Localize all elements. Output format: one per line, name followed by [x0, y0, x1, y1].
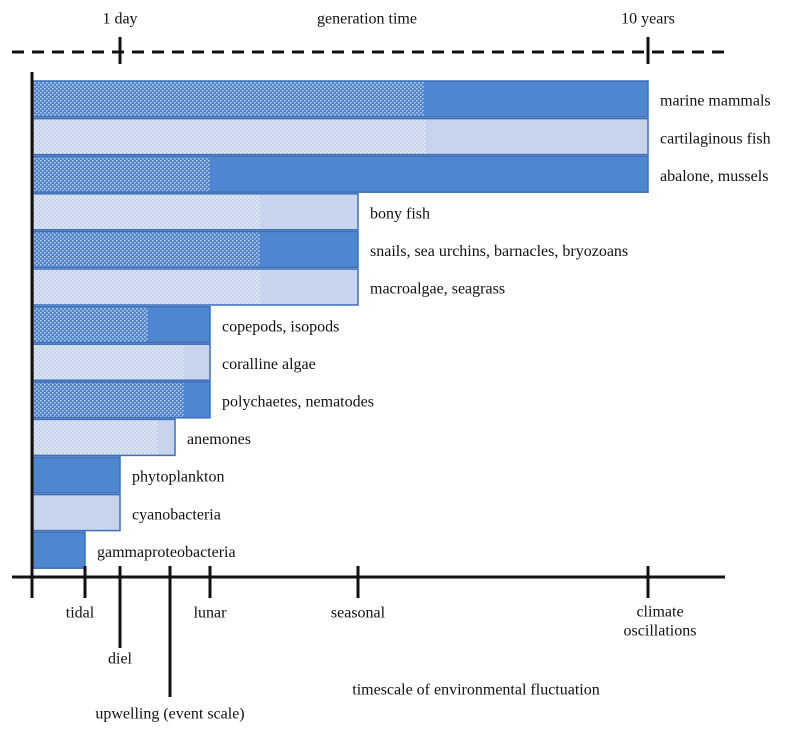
top-axis-title: generation time [317, 11, 417, 28]
bar-dotted-part [34, 345, 184, 380]
group-label: marine mammals [660, 93, 771, 110]
bottom-tick-label: seasonal [331, 605, 386, 622]
bar-dotted-part [34, 270, 260, 304]
bar-dotted-part [34, 307, 148, 342]
bar-dotted-part [34, 157, 210, 192]
bottom-tick-label: climate [636, 604, 683, 621]
group-label: phytoplankton [132, 469, 224, 486]
group-label: macroalgae, seagrass [370, 281, 505, 298]
group-label: snails, sea urchins, barnacles, bryozoan… [370, 243, 628, 260]
bar-dotted-part [34, 119, 426, 154]
bar-dotted-part [34, 232, 260, 267]
bar-dotted-part [34, 382, 184, 417]
bar [32, 493, 121, 532]
top-tick-label: 10 years [621, 11, 675, 28]
group-label: cartilaginous fish [660, 130, 771, 147]
bottom-axis-title: timescale of environmental fluctuation [352, 682, 599, 699]
bottom-tick-label: lunar [194, 605, 228, 622]
bottom-tick-label: diel [108, 651, 133, 668]
bottom-tick-label: oscillations [624, 623, 697, 640]
bar [32, 531, 86, 569]
group-label: gammaproteobacteria [97, 544, 236, 561]
bar [32, 456, 121, 494]
group-label: bony fish [370, 205, 430, 222]
bar-dotted-part [34, 420, 158, 455]
group-label: abalone, mussels [660, 168, 768, 185]
bottom-tick-label: upwelling (event scale) [95, 706, 244, 723]
bars [32, 80, 649, 569]
top-tick-label: 1 day [102, 11, 137, 28]
group-label: cyanobacteria [132, 506, 221, 523]
group-label: coralline algae [222, 356, 316, 373]
group-label: anemones [187, 431, 251, 448]
bottom-tick-label: tidal [66, 605, 95, 622]
group-label: copepods, isopods [222, 318, 339, 335]
group-label: polychaetes, nematodes [222, 393, 374, 410]
bar-dotted-part [34, 194, 260, 229]
bar-dotted-part [34, 82, 424, 116]
